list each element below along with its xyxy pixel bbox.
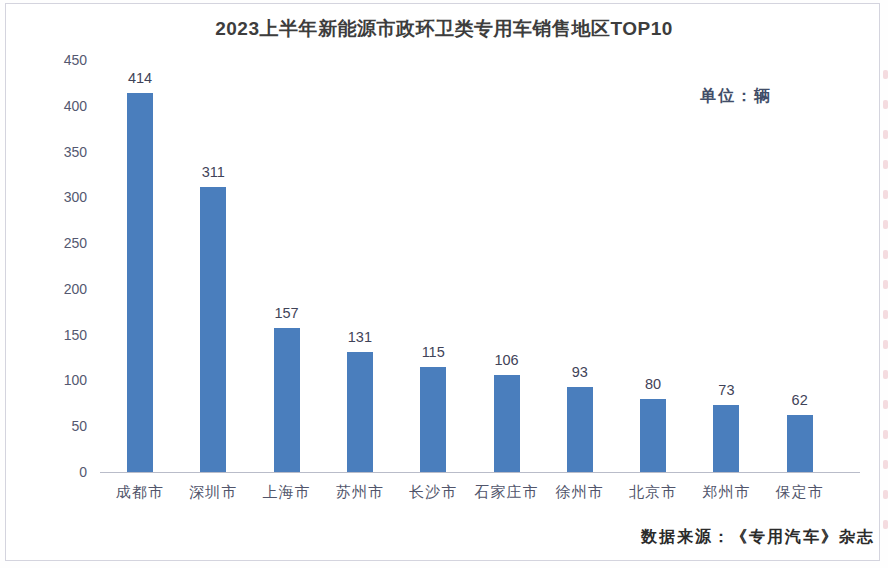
bar-value-label: 106 xyxy=(475,352,539,368)
edge-crop-mark xyxy=(883,190,888,199)
bar-value-label: 62 xyxy=(768,392,832,408)
chart-title: 2023上半年新能源市政环卫类专用车销售地区TOP10 xyxy=(0,16,888,42)
edge-crop-mark xyxy=(883,70,888,79)
bar-value-label: 311 xyxy=(181,164,245,180)
bar-value-label: 80 xyxy=(621,376,685,392)
edge-crop-mark xyxy=(883,520,888,529)
y-axis-tick-label: 300 xyxy=(39,189,87,205)
y-axis-tick-label: 50 xyxy=(39,418,87,434)
x-axis-category-label: 保定市 xyxy=(754,483,846,502)
bar-苏州市 xyxy=(347,352,373,472)
edge-crop-mark xyxy=(883,250,888,259)
y-axis-tick-label: 350 xyxy=(39,144,87,160)
bar-value-label: 414 xyxy=(108,70,172,86)
x-axis-line xyxy=(100,472,860,473)
bar-徐州市 xyxy=(567,387,593,472)
edge-crop-mark xyxy=(883,130,888,139)
y-axis-tick-label: 0 xyxy=(39,464,87,480)
bar-成都市 xyxy=(127,93,153,472)
edge-crop-mark xyxy=(883,490,888,499)
bar-value-label: 131 xyxy=(328,329,392,345)
bar-上海市 xyxy=(274,328,300,472)
y-axis-tick-label: 400 xyxy=(39,98,87,114)
edge-crop-mark xyxy=(883,370,888,379)
bar-保定市 xyxy=(787,415,813,472)
edge-crop-mark xyxy=(883,400,888,409)
y-axis-tick-label: 150 xyxy=(39,327,87,343)
edge-crop-mark xyxy=(883,340,888,349)
y-axis-tick-label: 450 xyxy=(39,52,87,68)
bar-value-label: 73 xyxy=(694,382,758,398)
edge-crop-mark xyxy=(883,160,888,169)
edge-crop-mark xyxy=(883,100,888,109)
edge-crop-mark xyxy=(883,220,888,229)
y-axis-tick-label: 100 xyxy=(39,372,87,388)
bar-长沙市 xyxy=(420,367,446,472)
bar-value-label: 157 xyxy=(255,305,319,321)
edge-crop-mark xyxy=(883,310,888,319)
edge-crop-mark xyxy=(883,460,888,469)
bar-郑州市 xyxy=(713,405,739,472)
bar-chart: 2023上半年新能源市政环卫类专用车销售地区TOP10 单位：辆 0 50 100 1… xyxy=(0,0,888,568)
bar-深圳市 xyxy=(200,187,226,472)
bar-石家庄市 xyxy=(494,375,520,472)
edge-crop-mark xyxy=(883,280,888,289)
bar-value-label: 115 xyxy=(401,344,465,360)
bar-value-label: 93 xyxy=(548,364,612,380)
y-axis-tick-label: 200 xyxy=(39,281,87,297)
edge-crop-mark xyxy=(883,430,888,439)
unit-label: 单位：辆 xyxy=(700,86,810,107)
bar-北京市 xyxy=(640,399,666,472)
data-source-label: 数据来源：《专用汽车》杂志 xyxy=(641,527,875,548)
y-axis-tick-label: 250 xyxy=(39,235,87,251)
